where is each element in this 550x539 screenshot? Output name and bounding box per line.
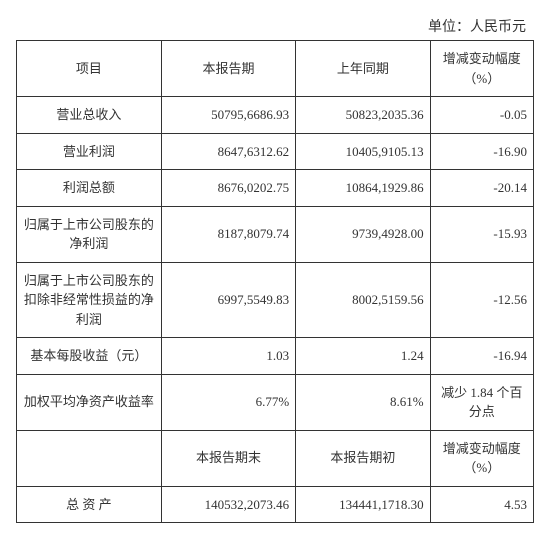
col-header-previous: 上年同期 — [296, 41, 430, 97]
cell-previous: 50823,2035.36 — [296, 97, 430, 134]
table-row: 总 资 产 140532,2073.46 134441,1718.30 4.53 — [17, 486, 534, 523]
cell-change: -16.94 — [430, 338, 533, 375]
cell-current: 8647,6312.62 — [161, 133, 295, 170]
cell-current: 6.77% — [161, 374, 295, 430]
col-header-item: 项目 — [17, 41, 162, 97]
cell-current: 6997,5549.83 — [161, 262, 295, 338]
row-label: 利润总额 — [17, 170, 162, 207]
cell-change: -20.14 — [430, 170, 533, 207]
cell-current: 50795,6686.93 — [161, 97, 295, 134]
cell-previous: 134441,1718.30 — [296, 486, 430, 523]
table-row: 利润总额 8676,0202.75 10864,1929.86 -20.14 — [17, 170, 534, 207]
cell-previous: 10405,9105.13 — [296, 133, 430, 170]
col-header-change: 增减变动幅度（%） — [430, 41, 533, 97]
col-header-period-start: 本报告期初 — [296, 430, 430, 486]
cell-change: -12.56 — [430, 262, 533, 338]
table-row: 基本每股收益（元） 1.03 1.24 -16.94 — [17, 338, 534, 375]
row-label: 营业总收入 — [17, 97, 162, 134]
table-row: 营业总收入 50795,6686.93 50823,2035.36 -0.05 — [17, 97, 534, 134]
col-header-period-end: 本报告期末 — [161, 430, 295, 486]
table-row: 加权平均净资产收益率 6.77% 8.61% 减少 1.84 个百分点 — [17, 374, 534, 430]
table-row: 归属于上市公司股东的净利润 8187,8079.74 9739,4928.00 … — [17, 206, 534, 262]
col-header-item — [17, 430, 162, 486]
row-label: 归属于上市公司股东的净利润 — [17, 206, 162, 262]
cell-change: 4.53 — [430, 486, 533, 523]
table-header-row: 项目 本报告期 上年同期 增减变动幅度（%） — [17, 41, 534, 97]
cell-previous: 1.24 — [296, 338, 430, 375]
col-header-change: 增减变动幅度（%） — [430, 430, 533, 486]
col-header-current: 本报告期 — [161, 41, 295, 97]
cell-current: 1.03 — [161, 338, 295, 375]
table-header-row-2: 本报告期末 本报告期初 增减变动幅度（%） — [17, 430, 534, 486]
table-row: 归属于上市公司股东的扣除非经常性损益的净利润 6997,5549.83 8002… — [17, 262, 534, 338]
cell-current: 140532,2073.46 — [161, 486, 295, 523]
cell-previous: 9739,4928.00 — [296, 206, 430, 262]
cell-previous: 8.61% — [296, 374, 430, 430]
cell-previous: 10864,1929.86 — [296, 170, 430, 207]
cell-current: 8676,0202.75 — [161, 170, 295, 207]
row-label: 归属于上市公司股东的扣除非经常性损益的净利润 — [17, 262, 162, 338]
cell-previous: 8002,5159.56 — [296, 262, 430, 338]
row-label: 加权平均净资产收益率 — [17, 374, 162, 430]
unit-label: 单位：人民币元 — [16, 16, 534, 36]
cell-current: 8187,8079.74 — [161, 206, 295, 262]
row-label: 总 资 产 — [17, 486, 162, 523]
row-label: 基本每股收益（元） — [17, 338, 162, 375]
cell-change: -15.93 — [430, 206, 533, 262]
cell-change: -16.90 — [430, 133, 533, 170]
cell-change: -0.05 — [430, 97, 533, 134]
financial-table: 项目 本报告期 上年同期 增减变动幅度（%） 营业总收入 50795,6686.… — [16, 40, 534, 523]
table-row: 营业利润 8647,6312.62 10405,9105.13 -16.90 — [17, 133, 534, 170]
cell-change: 减少 1.84 个百分点 — [430, 374, 533, 430]
row-label: 营业利润 — [17, 133, 162, 170]
